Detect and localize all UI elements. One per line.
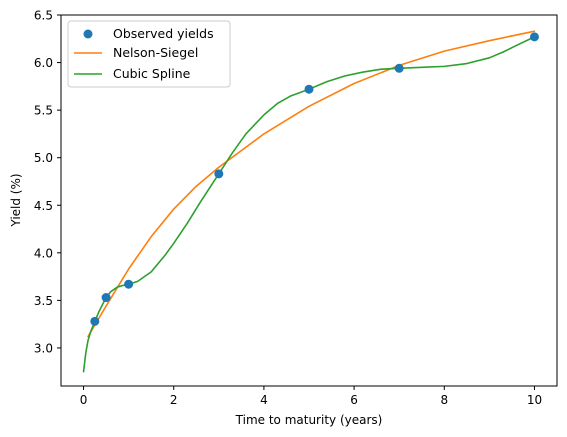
- x-tick-label: 8: [440, 393, 448, 407]
- x-axis-label: Time to maturity (years): [235, 413, 383, 427]
- axes-frame: [60, 14, 558, 387]
- y-tick-label: 3.5: [34, 294, 53, 308]
- y-axis-label: Yield (%): [9, 173, 23, 227]
- y-tick-label: 6.0: [34, 56, 53, 70]
- data-point-observed-yields: [214, 169, 224, 179]
- legend-label-nelson-siegel: Nelson-Siegel: [113, 45, 198, 60]
- data-point-observed-yields: [529, 32, 539, 42]
- legend-label-observed-yields: Observed yields: [113, 26, 214, 41]
- data-point-observed-yields: [304, 84, 314, 94]
- y-tick-label: 4.5: [34, 199, 53, 213]
- y-tick-label: 6.5: [34, 9, 53, 23]
- legend: Observed yields Nelson-Siegel Cubic Spli…: [67, 20, 231, 88]
- y-tick-label: 5.5: [34, 104, 53, 118]
- y-tick-label: 4.0: [34, 246, 53, 260]
- legend-frame: [67, 20, 231, 88]
- data-point-observed-yields: [90, 316, 100, 326]
- data-point-observed-yields: [101, 293, 111, 303]
- data-point-observed-yields: [394, 63, 404, 73]
- data-point-observed-yields: [124, 279, 134, 289]
- legend-marker-observed-yields: [83, 29, 93, 39]
- x-tick-label: 2: [170, 393, 178, 407]
- series-line-nelson-siegel: [87, 30, 536, 338]
- x-tick-label: 6: [350, 393, 358, 407]
- x-tick-label: 10: [527, 393, 542, 407]
- ticks-layer: 0 2 4 6 8 10 3.0 3.5 4.0 4.5 5.0 5.5 6.0 6.5: [34, 9, 542, 408]
- series-layer: [82, 30, 539, 373]
- legend-label-cubic-spline: Cubic Spline: [113, 66, 191, 81]
- x-tick-label: 4: [260, 393, 268, 407]
- y-tick-label: 5.0: [34, 151, 53, 165]
- x-tick-label: 0: [80, 393, 88, 407]
- y-tick-label: 3.0: [34, 341, 53, 355]
